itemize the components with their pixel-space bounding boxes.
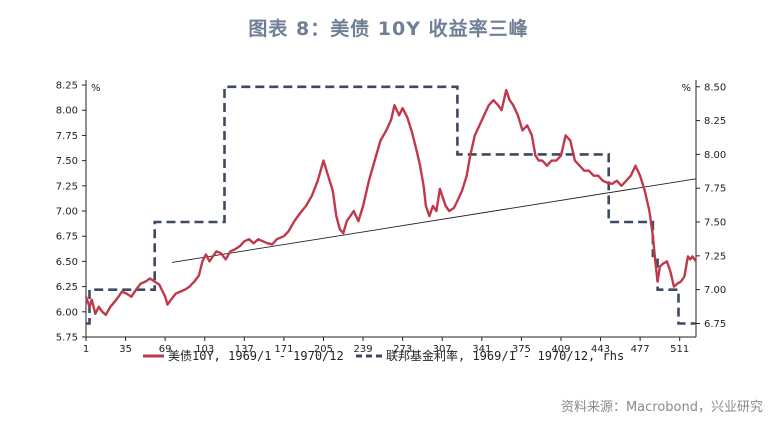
left-tick-label: 6.00	[56, 307, 78, 318]
x-tick-label: 443	[591, 344, 610, 355]
x-tick-label: 511	[670, 344, 689, 355]
series-layer	[84, 85, 697, 325]
left-tick-label: 8.25	[56, 81, 78, 92]
series-trend-line	[172, 178, 697, 263]
x-tick-label: 35	[119, 344, 132, 355]
right-tick-label: 8.00	[704, 150, 726, 161]
right-tick-label: 7.50	[704, 218, 726, 229]
x-tick-label: 273	[393, 344, 412, 355]
x-tick-label: 205	[314, 344, 333, 355]
source-note: 资料来源：Macrobond，兴业研究	[560, 400, 763, 415]
x-tick-label: 137	[235, 344, 254, 355]
x-tick-label: 103	[195, 344, 214, 355]
legend-label-treasury: 美债10Y, 1969/1 - 1970/12	[168, 349, 344, 363]
x-tick-label: 307	[433, 344, 452, 355]
plot-frame	[85, 80, 697, 338]
x-tick-label: 239	[354, 344, 373, 355]
left-tick-label: 7.25	[56, 181, 78, 192]
left-tick-label: 5.75	[56, 333, 78, 344]
right-tick-label: 7.75	[704, 184, 726, 195]
x-axis: 1 35 69 103 137 171 205 239 273 307 341 375 409 443 47…	[83, 337, 689, 355]
left-tick-label: 6.50	[56, 257, 78, 268]
right-axis-unit: %	[681, 83, 691, 94]
series-fed-funds-rate	[86, 85, 696, 325]
left-tick-label: 7.50	[56, 156, 78, 167]
left-axis-unit: %	[91, 83, 101, 94]
right-tick-label: 8.25	[704, 116, 726, 127]
left-tick-label: 6.25	[56, 282, 78, 293]
x-tick-label: 477	[631, 344, 650, 355]
left-tick-label: 7.75	[56, 131, 78, 142]
x-tick-label: 69	[159, 344, 172, 355]
series-treasury-10y	[84, 88, 697, 316]
left-axis: 5.75 6.00 6.25 6.50 6.75 7.00 7.25 7.50 7.75 8.00…	[56, 81, 86, 344]
x-tick-label: 341	[472, 344, 491, 355]
x-tick-label: 409	[551, 344, 570, 355]
left-tick-label: 7.00	[56, 207, 78, 218]
right-tick-label: 8.50	[704, 82, 726, 93]
legend-label-fed-funds: 联邦基金利率, 1969/1 - 1970/12, rhs	[386, 348, 624, 363]
right-tick-label: 7.25	[704, 251, 726, 262]
right-axis: 6.75 7.00 7.25 7.50 7.75 8.00 8.25 8.50	[696, 82, 726, 330]
x-tick-label: 171	[274, 344, 293, 355]
page-title: 图表 8：美债 10Y 收益率三峰	[248, 18, 529, 40]
right-tick-label: 7.00	[704, 285, 726, 296]
left-tick-label: 8.00	[56, 106, 78, 117]
left-tick-label: 6.75	[56, 232, 78, 243]
x-tick-label: 1	[83, 344, 89, 355]
legend: 美债10Y, 1969/1 - 1970/12 联邦基金利率, 1969/1 -…	[143, 348, 624, 363]
right-tick-label: 6.75	[704, 319, 726, 330]
x-tick-label: 375	[512, 344, 531, 355]
